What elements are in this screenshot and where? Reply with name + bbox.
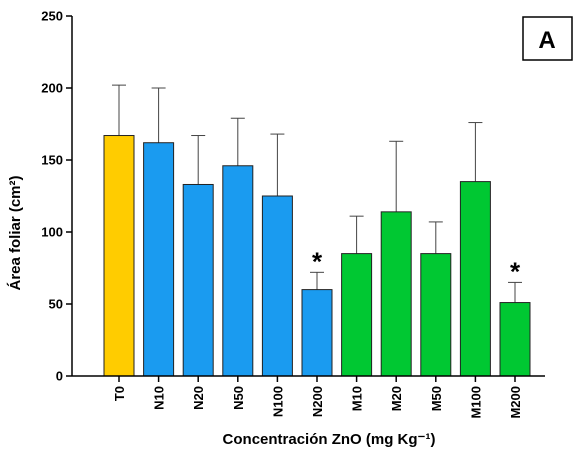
panel-label: A — [538, 27, 555, 54]
bar-t0 — [103, 135, 135, 377]
y-tick-label: 200 — [41, 81, 63, 96]
significance-marks: * * — [312, 246, 521, 286]
x-tick-label: M200 — [508, 386, 523, 419]
x-tick-label: M50 — [429, 386, 444, 411]
bar-m20 — [380, 211, 412, 377]
y-tick-label: 100 — [41, 225, 63, 240]
x-axis-title: Concentración ZnO (mg Kg⁻¹) — [223, 431, 436, 448]
x-tick-label: N20 — [191, 386, 206, 410]
x-tick-label: N10 — [152, 386, 167, 410]
x-tick-label: N50 — [231, 386, 246, 410]
y-tick-label: 250 — [41, 9, 63, 24]
y-axis: 0 50 100 150 200 250 — [41, 9, 73, 384]
panel-label-box: A — [522, 16, 573, 61]
bar-m50 — [420, 253, 452, 377]
x-tick-label: M20 — [389, 386, 404, 411]
y-tick-label: 150 — [41, 153, 63, 168]
bar-n20 — [182, 183, 214, 377]
bar-m10 — [341, 253, 373, 377]
y-tick-label: 0 — [56, 369, 63, 384]
bar-n100 — [261, 195, 293, 377]
y-tick-label: 50 — [49, 297, 63, 312]
x-tick-label: N200 — [310, 386, 325, 417]
significance-asterisk: * — [312, 246, 323, 276]
bar-n10 — [143, 142, 175, 377]
x-axis: T0 N10 N20 N50 N100 N200 M10 M20 M50 M100 M200 — [72, 375, 545, 419]
bar-m100 — [459, 181, 491, 377]
y-axis-title: Área foliar (cm²) — [7, 175, 24, 290]
x-tick-label: N100 — [270, 386, 285, 417]
x-tick-label: M10 — [350, 386, 365, 411]
bar-n200 — [301, 289, 333, 377]
bar-m200 — [499, 302, 531, 377]
x-tick-label: M100 — [468, 386, 483, 419]
bar-n50 — [222, 165, 254, 377]
x-tick-label: T0 — [112, 386, 127, 401]
significance-asterisk: * — [510, 256, 521, 286]
